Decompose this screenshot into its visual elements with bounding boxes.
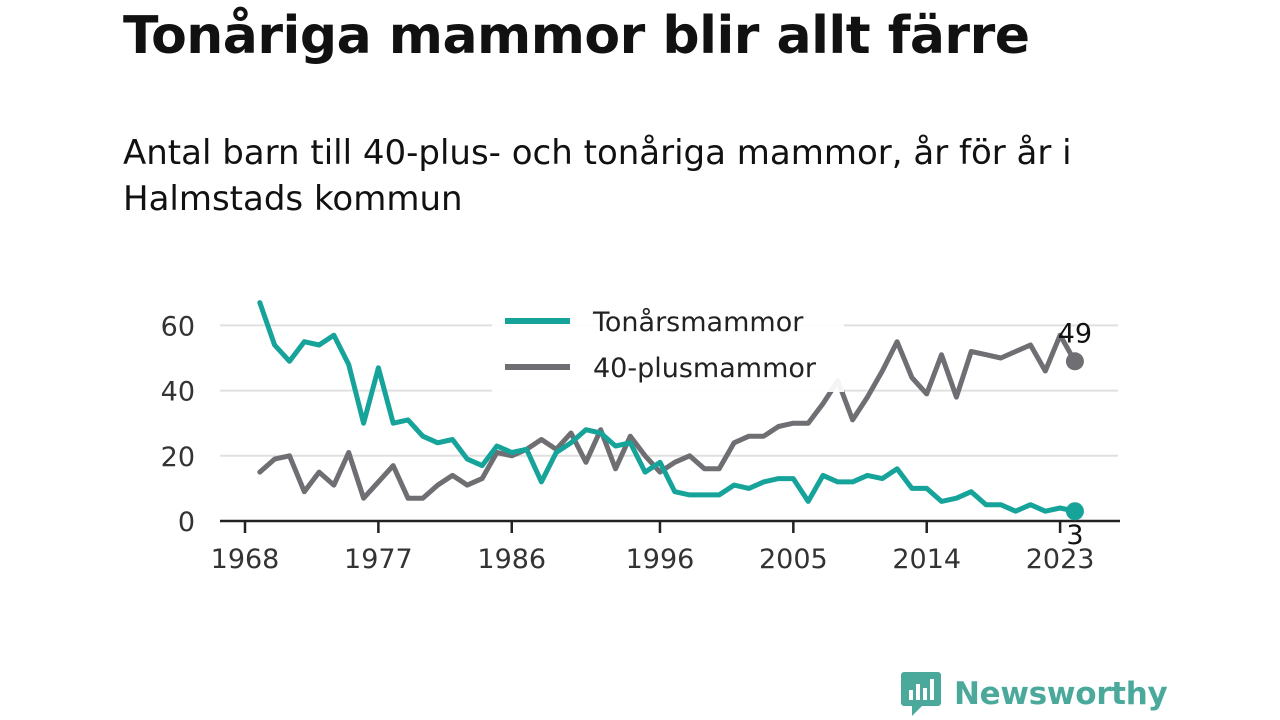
newsworthy-logo-text: Newsworthy — [954, 676, 1168, 712]
series-endpoints: 3 49 — [1058, 318, 1092, 551]
newsworthy-logo-icon — [901, 672, 941, 716]
series-lines — [257, 300, 1078, 514]
x-tick-label: 1986 — [477, 544, 546, 575]
x-tick-label: 2014 — [892, 544, 961, 575]
legend-label: 40-plusmammor — [593, 353, 817, 384]
chart-title: Tonåriga mammor blir allt färre — [123, 6, 1030, 66]
endpoint-marker — [1065, 502, 1084, 521]
endpoint-marker — [1065, 352, 1084, 371]
legend-label: Tonårsmammor — [592, 307, 804, 338]
endpoint-label: 49 — [1058, 318, 1092, 349]
x-tick-label: 1996 — [626, 544, 695, 575]
newsworthy-logo: Newsworthy — [900, 670, 1168, 718]
series-line-40-plusmammor — [257, 332, 1078, 501]
x-axis: 1968 1977 1986 1996 2005 2014 2023 — [211, 519, 1120, 575]
x-tick-label: 1977 — [344, 544, 413, 575]
y-tick-label: 20 — [161, 442, 195, 473]
x-tick-label: 2005 — [759, 544, 828, 575]
series-line-tonarsmammor — [257, 300, 1078, 514]
y-tick-label: 40 — [161, 377, 195, 408]
endpoint-label: 3 — [1066, 520, 1083, 551]
x-tick-label: 2023 — [1026, 544, 1095, 575]
chart-subtitle: Antal barn till 40-plus- och tonåriga ma… — [123, 133, 1072, 219]
legend-background — [492, 296, 844, 392]
y-tick-label: 0 — [178, 507, 195, 538]
y-tick-label: 60 — [161, 311, 195, 342]
x-tick-label: 1968 — [211, 544, 280, 575]
legend: Tonårsmammor 40-plusmammor — [492, 296, 844, 392]
y-axis-ticks: 0 20 40 60 — [161, 311, 195, 538]
